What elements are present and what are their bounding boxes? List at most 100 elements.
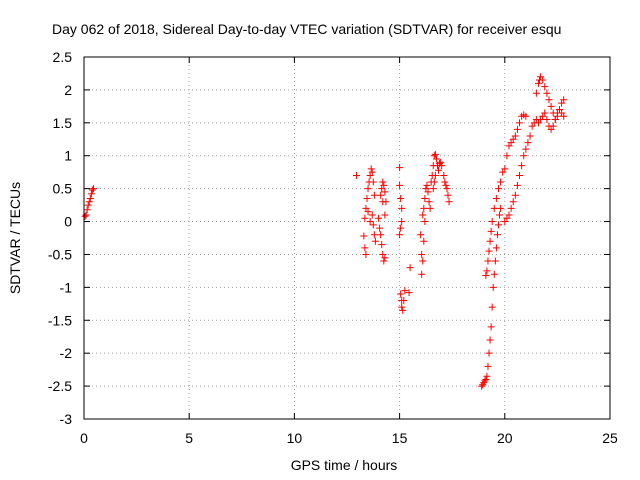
data-points-layer [81, 73, 568, 390]
data-point [486, 336, 494, 344]
data-point [368, 211, 376, 219]
data-point [513, 181, 521, 189]
y-tick-label: 2 [64, 82, 72, 98]
data-point [487, 323, 495, 331]
data-point [483, 267, 491, 275]
data-point [424, 188, 432, 196]
x-axis-label: GPS time / hours [291, 457, 398, 473]
data-point [377, 191, 385, 199]
data-point [84, 201, 92, 209]
data-point [503, 152, 511, 160]
data-point [543, 116, 551, 124]
data-point [418, 250, 426, 258]
data-point [398, 303, 406, 311]
data-point [485, 247, 493, 255]
data-point [398, 218, 406, 226]
data-point [364, 185, 372, 193]
data-point [481, 377, 489, 385]
data-point [526, 132, 534, 140]
data-point [419, 211, 427, 219]
data-point [483, 372, 491, 380]
data-point [418, 270, 426, 278]
y-tick-label: -0.5 [48, 246, 72, 262]
data-point [401, 287, 409, 295]
data-point [485, 349, 493, 357]
data-point [490, 270, 498, 278]
data-point [378, 241, 386, 249]
data-point [516, 171, 524, 179]
data-point [85, 198, 93, 206]
data-point [376, 224, 384, 232]
grid-layer [84, 57, 610, 419]
data-point [352, 171, 360, 179]
data-point [87, 190, 95, 198]
y-axis-label: SDTVAR / TECUs [7, 182, 23, 294]
data-point [488, 303, 496, 311]
data-point [443, 185, 451, 193]
data-point [420, 204, 428, 212]
data-point [361, 244, 369, 252]
data-point [486, 237, 494, 245]
data-point [432, 155, 440, 163]
data-point [421, 218, 429, 226]
x-tick-label: 5 [185, 430, 193, 446]
data-point [364, 208, 372, 216]
data-point [368, 168, 376, 176]
data-point [560, 112, 568, 120]
data-point [484, 362, 492, 370]
data-point [369, 178, 377, 186]
data-point [379, 198, 387, 206]
data-point [377, 231, 385, 239]
data-point [534, 79, 542, 87]
data-point [549, 122, 557, 130]
y-tick-label: 1.5 [53, 115, 73, 131]
data-point [381, 254, 389, 262]
data-point [380, 257, 388, 265]
data-point [501, 165, 509, 173]
data-point [406, 264, 414, 272]
data-point [421, 195, 429, 203]
data-point [532, 89, 540, 97]
data-point [560, 96, 568, 104]
data-point [488, 218, 496, 226]
data-point [438, 162, 446, 170]
data-point [363, 195, 371, 203]
data-point [511, 132, 519, 140]
data-point [369, 221, 377, 229]
plot-frame [83, 56, 611, 420]
data-point [489, 283, 497, 291]
data-point [484, 257, 492, 265]
y-tick-label: -2 [60, 345, 73, 361]
data-point [441, 178, 449, 186]
data-point [426, 204, 434, 212]
data-point [520, 152, 528, 160]
data-point [522, 112, 530, 120]
data-point [366, 218, 374, 226]
data-point [491, 257, 499, 265]
data-point [547, 102, 555, 110]
data-point [360, 232, 368, 240]
y-tick-label: -2.5 [48, 378, 72, 394]
data-point [505, 211, 513, 219]
data-point [492, 195, 500, 203]
data-point [507, 204, 515, 212]
data-point [541, 83, 549, 91]
data-point [361, 214, 369, 222]
data-point [482, 272, 490, 280]
x-tick-label: 25 [602, 430, 618, 446]
data-point [400, 297, 408, 305]
y-tick-label: 0.5 [53, 181, 73, 197]
data-point [493, 231, 501, 239]
data-point [435, 166, 443, 174]
y-tick-label: -1.5 [48, 312, 72, 328]
data-point [440, 171, 448, 179]
data-point [545, 96, 553, 104]
data-point [398, 204, 406, 212]
data-point [417, 231, 425, 239]
data-point [397, 290, 405, 298]
data-point [380, 181, 388, 189]
data-point [511, 191, 519, 199]
data-point [429, 185, 437, 193]
data-point [420, 237, 428, 245]
data-point [442, 181, 450, 189]
